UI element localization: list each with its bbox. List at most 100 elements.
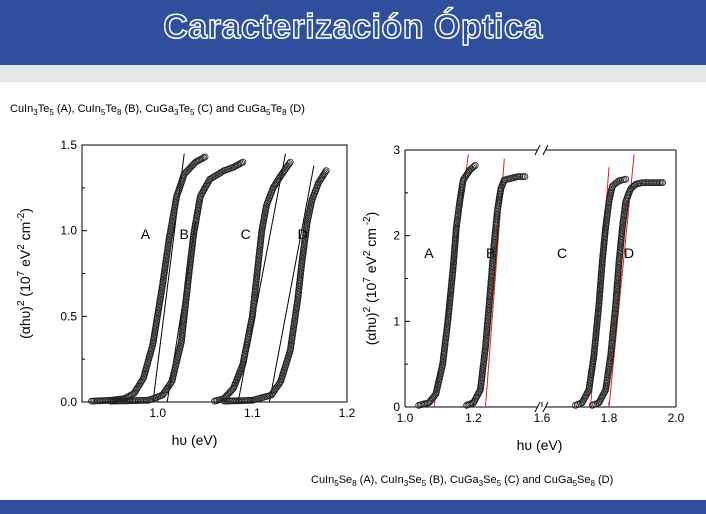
data-point-a <box>185 165 193 173</box>
data-point-b <box>495 198 503 206</box>
data-point-b <box>192 219 200 227</box>
data-point-b <box>480 356 488 364</box>
data-point-c <box>252 276 260 284</box>
data-point-b <box>229 163 237 171</box>
data-point-b <box>492 220 500 228</box>
data-point-b <box>490 240 498 248</box>
data-point-b <box>463 401 471 409</box>
data-point-c <box>600 240 608 248</box>
data-point-b <box>147 395 155 403</box>
data-point-d <box>236 397 244 405</box>
data-point-a <box>168 219 176 227</box>
data-point-a <box>173 192 181 200</box>
data-point-a <box>134 384 141 392</box>
bottom-bar <box>0 500 706 514</box>
data-point-c <box>592 329 600 337</box>
data-point-a <box>448 272 456 280</box>
data-point-a <box>97 397 105 405</box>
data-point-b <box>180 318 188 325</box>
data-point-d <box>277 376 285 384</box>
data-point-a <box>439 357 447 365</box>
data-point-b <box>180 314 188 322</box>
data-point-b <box>189 240 196 248</box>
data-point-d <box>322 167 330 175</box>
data-point-a <box>454 212 462 220</box>
data-point-a <box>442 333 450 341</box>
data-point-c <box>244 334 252 342</box>
data-point-d <box>602 381 610 389</box>
data-point-d <box>280 368 288 376</box>
data-point-d <box>588 401 596 409</box>
data-point-a <box>155 300 163 308</box>
data-point-b <box>496 191 504 199</box>
data-point-a <box>438 362 446 370</box>
data-point-b <box>478 368 486 376</box>
data-point-d <box>278 373 286 381</box>
data-point-d <box>256 394 264 402</box>
data-point-a <box>200 154 208 162</box>
data-point-c <box>258 228 266 236</box>
data-point-a <box>160 269 168 277</box>
data-point-c <box>248 315 256 323</box>
data-point-a <box>151 329 159 337</box>
data-point-a <box>445 305 453 312</box>
data-point-c <box>251 289 259 296</box>
data-point-a <box>114 395 122 403</box>
data-point-c <box>604 207 612 215</box>
data-point-a <box>184 167 192 174</box>
data-point-b <box>477 381 485 389</box>
data-point-d <box>275 380 283 388</box>
data-point-c <box>277 172 285 180</box>
data-point-a <box>158 283 166 291</box>
data-point-d <box>595 399 603 407</box>
data-point-a <box>171 200 179 208</box>
data-point-d <box>608 336 616 343</box>
data-point-d <box>268 390 276 398</box>
data-point-b <box>149 395 157 403</box>
data-point-c <box>241 350 249 357</box>
data-point-a <box>153 313 161 321</box>
data-point-a <box>167 226 175 234</box>
data-point-d <box>610 323 617 331</box>
data-point-d <box>290 324 297 332</box>
data-point-c <box>231 381 239 389</box>
data-point-c <box>600 245 607 253</box>
data-point-d <box>303 218 311 226</box>
data-point-d <box>279 371 287 379</box>
data-point-c <box>227 387 235 395</box>
data-point-b <box>499 179 507 187</box>
data-point-b <box>179 324 187 332</box>
data-point-c <box>603 210 611 218</box>
data-point-a <box>449 264 457 272</box>
data-point-c <box>591 344 599 352</box>
data-point-a <box>446 295 454 303</box>
data-point-a <box>448 274 456 282</box>
data-point-b <box>185 272 193 280</box>
data-point-a <box>188 162 196 170</box>
data-point-b <box>484 310 492 318</box>
data-point-c <box>250 300 258 308</box>
data-point-c <box>599 248 607 256</box>
data-point-c <box>272 180 280 188</box>
data-point-c <box>235 369 243 377</box>
data-point-b <box>110 397 117 405</box>
data-point-b <box>178 332 186 340</box>
fit-line-c <box>590 167 610 408</box>
data-point-d <box>304 213 312 221</box>
data-point-b <box>196 197 203 205</box>
data-point-c <box>256 239 264 247</box>
data-point-d <box>602 386 609 394</box>
data-point-d <box>607 348 615 356</box>
data-point-b <box>495 195 503 203</box>
data-point-a <box>471 162 479 169</box>
data-point-a <box>196 156 204 164</box>
data-point-b <box>489 258 497 266</box>
data-point-d <box>297 266 305 274</box>
data-point-b <box>157 392 165 400</box>
data-point-c <box>251 292 259 300</box>
data-point-d <box>617 239 625 247</box>
x-tick-label: 1.1 <box>244 406 261 420</box>
data-point-b <box>176 346 183 354</box>
data-point-d <box>608 344 615 352</box>
data-point-d <box>631 181 638 189</box>
